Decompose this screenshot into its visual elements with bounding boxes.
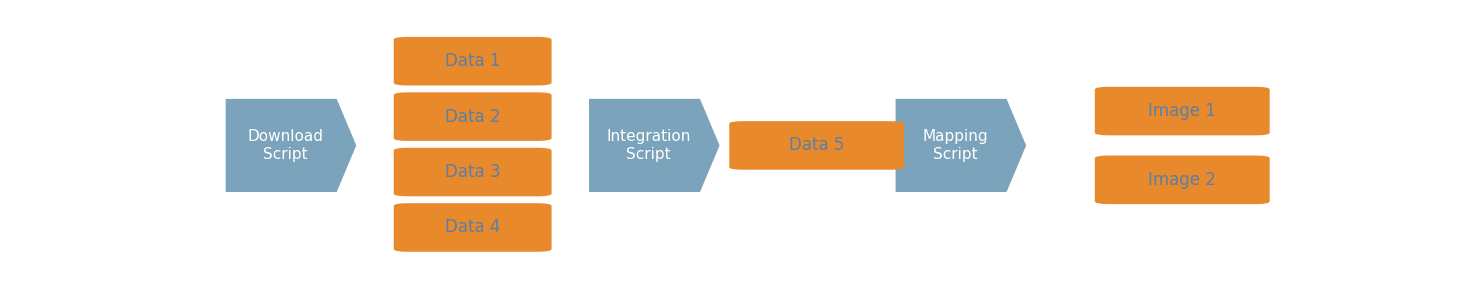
Text: Data 5: Data 5 (790, 137, 844, 154)
Text: Image 1: Image 1 (1149, 102, 1216, 120)
Polygon shape (895, 99, 1026, 192)
Polygon shape (226, 99, 356, 192)
FancyBboxPatch shape (394, 148, 551, 196)
FancyBboxPatch shape (1094, 87, 1270, 135)
FancyBboxPatch shape (730, 121, 904, 170)
FancyBboxPatch shape (394, 37, 551, 86)
Text: Download
Script: Download Script (248, 129, 324, 162)
Text: Image 2: Image 2 (1149, 171, 1216, 189)
Text: Data 3: Data 3 (445, 163, 501, 181)
Text: Data 4: Data 4 (445, 219, 501, 236)
FancyBboxPatch shape (394, 203, 551, 252)
FancyBboxPatch shape (1094, 156, 1270, 204)
FancyBboxPatch shape (394, 92, 551, 141)
Text: Data 2: Data 2 (445, 108, 501, 126)
Text: Data 1: Data 1 (445, 52, 501, 70)
Polygon shape (589, 99, 719, 192)
Text: Integration
Script: Integration Script (607, 129, 690, 162)
Text: Mapping
Script: Mapping Script (921, 129, 987, 162)
